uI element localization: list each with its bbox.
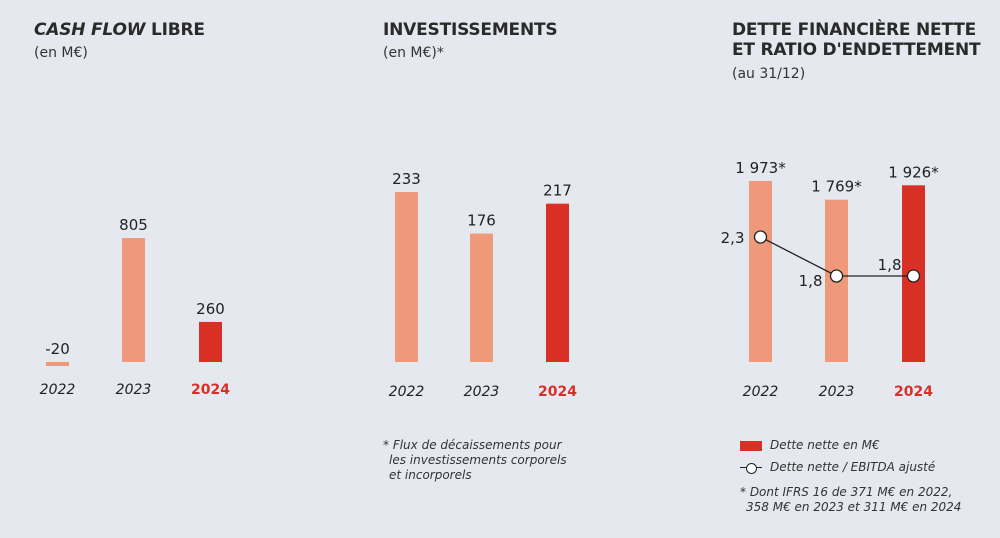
ratio-label-2024: 1,8	[878, 256, 902, 274]
panel-dette: DETTE FINANCIÈRE NETTE ET RATIO D'ENDETT…	[721, 0, 1000, 538]
year-label-2023: 2023	[464, 384, 500, 400]
legend-bar: Dette nette en M€	[740, 438, 880, 452]
legend-bar-swatch	[740, 440, 762, 451]
year-label-2023: 2023	[116, 382, 152, 398]
value-label-2024: 217	[543, 182, 572, 200]
year-label-2022: 2022	[40, 382, 76, 398]
ratio-marker-2023	[829, 269, 844, 283]
chart-subtitle: (en M€)*	[383, 45, 444, 61]
panel-cash-flow: CASH FLOW LIBRE (en M€) -20 2022 805 2023 26…	[34, 0, 334, 538]
value-label-2023: 176	[467, 212, 496, 230]
ratio-label-2023: 1,8	[799, 272, 823, 290]
year-label-2022: 2022	[743, 384, 779, 400]
bar-2023	[122, 238, 145, 362]
footnote: * Dont IFRS 16 de 371 M€ en 2022, 358 M€…	[740, 485, 962, 514]
bar-2022	[395, 192, 418, 362]
year-label-2024: 2024	[894, 384, 933, 400]
value-label-2024: 260	[196, 300, 225, 318]
cash-flow-chart: -20 2022 805 2023 260 2024	[40, 216, 231, 398]
chart-title: CASH FLOW LIBRE	[34, 20, 205, 40]
investissements-chart: 233 2022 176 2023 217 2024	[389, 170, 578, 400]
chart-subtitle: (en M€)	[34, 45, 88, 61]
chart-title: INVESTISSEMENTS	[383, 20, 558, 40]
bar-2024	[199, 321, 222, 362]
value-label-2022: -20	[45, 340, 70, 358]
chart-subtitle: (au 31/12)	[732, 66, 806, 82]
value-label-2022: 1 973*	[735, 159, 786, 177]
bar-2022	[46, 362, 69, 366]
footnote: * Flux de décaissements pour les investi…	[383, 438, 567, 482]
value-label-2023: 1 769*	[811, 178, 862, 196]
legend-line-marker	[740, 462, 762, 474]
ratio-label-2022: 2,3	[721, 229, 745, 247]
panel-investissements: INVESTISSEMENTS (en M€)* 233 2022 176 2023 2…	[383, 0, 683, 538]
bar-2024	[546, 203, 569, 362]
year-label-2024: 2024	[191, 382, 230, 398]
chart-title: DETTE FINANCIÈRE NETTE ET RATIO D'ENDETT…	[732, 20, 981, 60]
dette-chart: 1 973* 2022 1 769* 2023 1 926* 2024 2,3 1,8 1,8	[721, 159, 940, 400]
year-label-2022: 2022	[389, 384, 425, 400]
legend-line: Dette nette / EBITDA ajusté	[740, 460, 935, 474]
value-label-2024: 1 926*	[888, 163, 939, 181]
value-label-2023: 805	[119, 216, 148, 234]
year-label-2024: 2024	[538, 384, 577, 400]
value-label-2022: 233	[392, 170, 421, 188]
ratio-marker-2022	[753, 230, 768, 244]
bar-2023	[470, 233, 493, 362]
ratio-marker-2024	[906, 269, 921, 283]
year-label-2023: 2023	[819, 384, 855, 400]
bar-2022	[749, 181, 772, 362]
